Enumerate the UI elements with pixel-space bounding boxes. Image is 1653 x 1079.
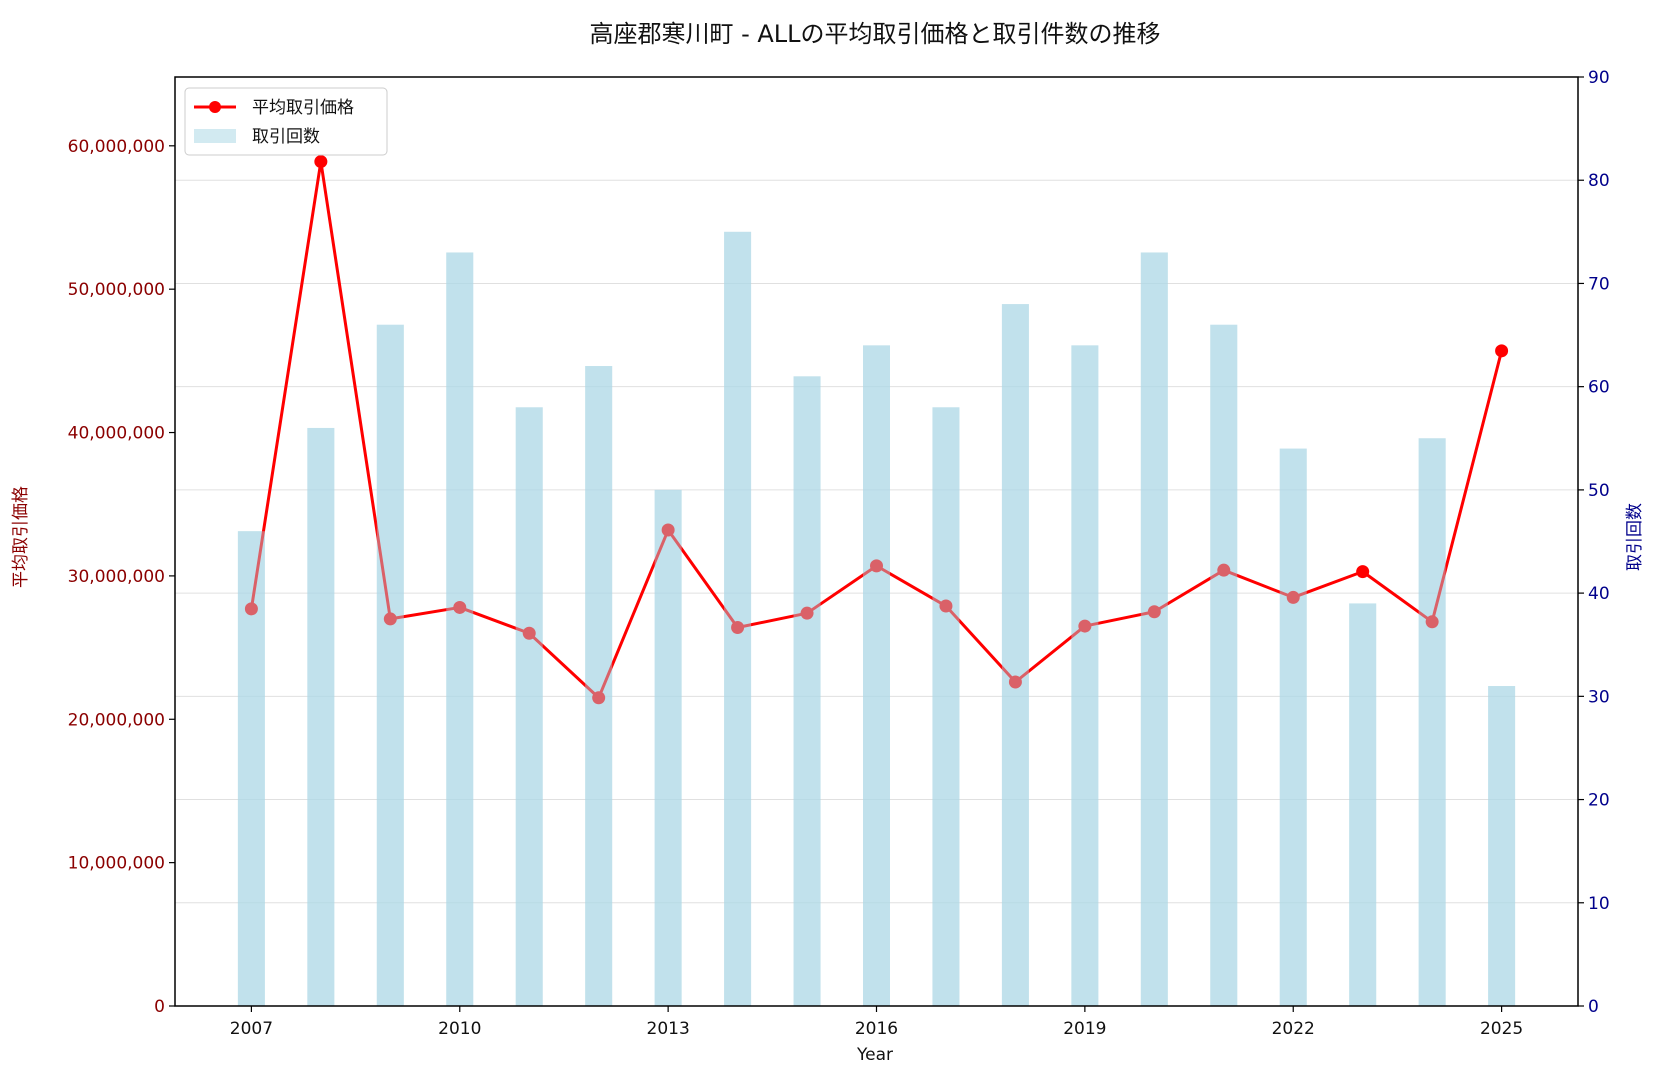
bar: [446, 252, 474, 1006]
bar: [1001, 304, 1029, 1007]
series-point: [939, 599, 953, 613]
series-point: [592, 691, 606, 705]
bar-overlay-rect: [1418, 438, 1446, 1006]
bar-overlay-rect: [654, 489, 682, 1006]
bar: [1071, 345, 1099, 1006]
x-tick-label: 2019: [1063, 1019, 1106, 1039]
bar-overlay-rect: [515, 407, 543, 1006]
series-point: [870, 559, 883, 573]
left-tick-label: 60,000,000: [68, 137, 165, 157]
bar: [793, 376, 821, 1006]
legend-label-count: 取引回数: [252, 127, 320, 147]
bar: [515, 407, 543, 1006]
right-tick-label: 60: [1588, 378, 1610, 398]
series-point: [244, 602, 258, 616]
right-tick-label: 90: [1588, 68, 1610, 88]
x-tick-label: 2022: [1272, 1019, 1315, 1039]
series-point: [800, 606, 814, 620]
series-point: [522, 626, 536, 640]
x-tick-label: 2007: [230, 1019, 273, 1039]
bar-overlay-rect: [863, 345, 890, 1006]
legend: 平均取引価格 取引回数: [184, 87, 388, 156]
bar-overlay-rect: [793, 376, 821, 1006]
right-tick-label: 0: [1588, 997, 1599, 1017]
bar: [376, 324, 404, 1006]
bar: [1349, 603, 1377, 1006]
x-tick-label: 2010: [438, 1019, 481, 1039]
bars: [237, 231, 1516, 1007]
ticks: 0 10,000,000 20,000,000 30,000,000 40,000,00…: [68, 68, 1610, 1039]
series-point: [1425, 615, 1439, 629]
bar-overlay-rect: [376, 324, 404, 1006]
series-point: [453, 600, 467, 614]
bar: [654, 489, 682, 1006]
bar: [307, 427, 335, 1006]
right-tick-label: 80: [1588, 171, 1610, 191]
bar: [724, 231, 752, 1007]
series-point: [1147, 605, 1161, 619]
line-series: [237, 155, 1516, 1007]
bar-overlay-rect: [446, 252, 474, 1006]
left-tick-label: 30,000,000: [68, 567, 165, 587]
bar: [1488, 686, 1516, 1006]
bar: [863, 345, 890, 1006]
bar-overlay-rect: [585, 366, 613, 1006]
right-tick-label: 20: [1588, 791, 1610, 811]
bar: [585, 366, 613, 1006]
bar: [1140, 252, 1168, 1006]
series-point: [1286, 590, 1300, 604]
left-tick-label: 0: [154, 997, 165, 1017]
right-tick-label: 40: [1588, 584, 1610, 604]
bar-overlay-rect: [932, 407, 960, 1006]
x-tick-label: 2013: [647, 1019, 690, 1039]
bar: [1279, 448, 1307, 1007]
series-point: [314, 155, 328, 169]
legend-label-price: 平均取引価格: [252, 98, 354, 118]
bar-overlay: [237, 231, 1516, 1007]
chart-title: 高座郡寒川町 - ALLの平均取引価格と取引件数の推移: [589, 20, 1160, 48]
series-point: [1008, 675, 1022, 689]
y-axis-right-label: 取引回数: [1625, 503, 1645, 571]
bar-overlay-rect: [1071, 345, 1099, 1006]
bar-overlay-rect: [1140, 252, 1168, 1006]
bar-overlay-rect: [1279, 448, 1307, 1007]
bar-overlay-rect: [307, 427, 335, 1006]
bar: [932, 407, 960, 1006]
right-tick-label: 50: [1588, 481, 1610, 501]
bar: [1418, 438, 1446, 1006]
x-tick-label: 2016: [855, 1019, 898, 1039]
left-tick-label: 10,000,000: [68, 854, 165, 874]
left-tick-label: 50,000,000: [68, 280, 165, 300]
series-point: [731, 621, 745, 635]
bar-overlay-rect: [724, 231, 752, 1007]
series-point: [661, 523, 675, 537]
bar-overlay-rect: [237, 531, 265, 1006]
series-point: [1495, 344, 1509, 358]
x-tick-label: 2025: [1480, 1019, 1523, 1039]
bar: [1210, 324, 1238, 1006]
left-tick-label: 20,000,000: [68, 710, 165, 730]
x-axis-label: Year: [856, 1045, 893, 1065]
series-point: [383, 612, 397, 626]
legend-bar-swatch: [194, 129, 236, 143]
series-point: [1356, 565, 1370, 579]
bar-overlay-rect: [1349, 603, 1377, 1006]
series-point: [1217, 563, 1231, 577]
right-tick-label: 70: [1588, 274, 1610, 294]
bar-overlay-rect: [1210, 324, 1238, 1006]
legend-marker-swatch: [209, 101, 221, 113]
right-tick-label: 10: [1588, 894, 1610, 914]
series-point: [1078, 619, 1092, 633]
right-tick-label: 30: [1588, 687, 1610, 707]
bar-overlay-rect: [1488, 686, 1516, 1006]
bar-overlay-rect: [1001, 304, 1029, 1007]
y-axis-left-label: 平均取引価格: [11, 486, 31, 588]
left-tick-label: 40,000,000: [68, 424, 165, 444]
